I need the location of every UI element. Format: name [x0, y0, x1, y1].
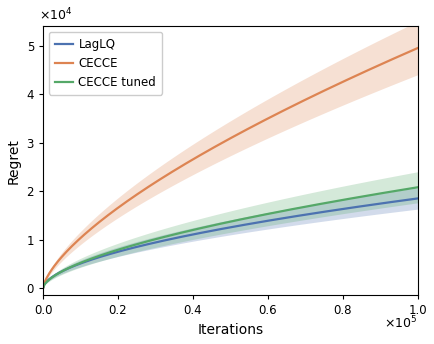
Text: $\times10^4$: $\times10^4$ [39, 7, 73, 23]
X-axis label: Iterations: Iterations [197, 323, 263, 337]
CECCE tuned [356, 195, 362, 199]
CECCE [380, 62, 385, 66]
CECCE tuned [263, 212, 269, 216]
Line: CECCE: CECCE [43, 48, 418, 288]
CECCE tuned [262, 213, 267, 217]
Text: $\times10^5$: $\times10^5$ [385, 314, 418, 331]
LagLQ [270, 218, 275, 222]
Line: LagLQ: LagLQ [43, 198, 418, 288]
LagLQ [263, 219, 269, 223]
CECCE tuned [415, 185, 421, 189]
CECCE [356, 72, 362, 76]
CECCE tuned [380, 191, 385, 195]
LagLQ [42, 282, 47, 287]
CECCE tuned [42, 283, 47, 287]
LagLQ [262, 219, 267, 223]
LagLQ [380, 201, 385, 205]
LagLQ [356, 205, 362, 209]
CECCE tuned [270, 211, 275, 215]
Legend: LagLQ, CECCE, CECCE tuned: LagLQ, CECCE, CECCE tuned [49, 32, 162, 95]
CECCE [42, 281, 47, 285]
CECCE [415, 46, 421, 50]
Line: CECCE tuned: CECCE tuned [43, 187, 418, 288]
CECCE [40, 286, 46, 290]
Y-axis label: Regret: Regret [7, 138, 21, 184]
CECCE [262, 118, 267, 122]
CECCE [270, 114, 275, 118]
LagLQ [40, 286, 46, 290]
CECCE tuned [40, 286, 46, 290]
CECCE [263, 117, 269, 121]
LagLQ [415, 196, 421, 201]
